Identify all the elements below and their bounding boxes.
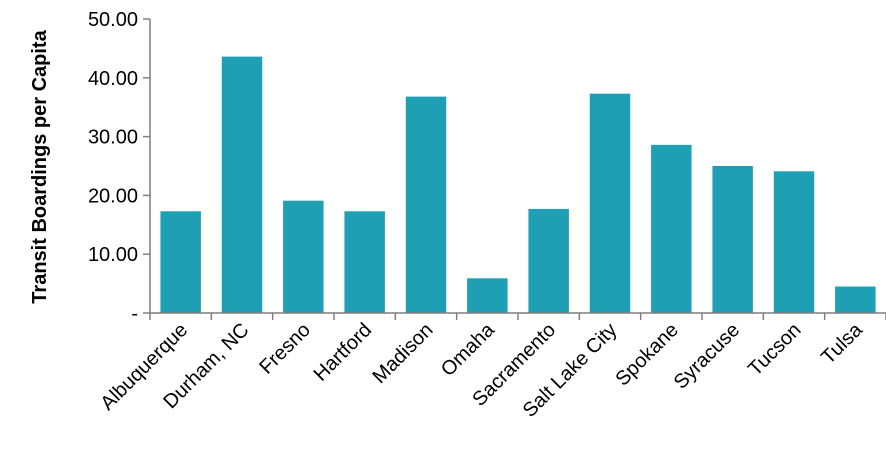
bar: [773, 171, 815, 313]
y-tick-label: 30.00: [88, 127, 138, 149]
bar: [467, 278, 508, 313]
y-tick-label: 10.00: [88, 244, 138, 266]
x-category-label: Hartford: [310, 319, 377, 386]
bars: [160, 56, 876, 314]
x-category-label: Omaha: [437, 318, 500, 381]
x-category-label: Syracuse: [670, 319, 745, 394]
bar: [221, 56, 263, 314]
bar: [651, 144, 692, 313]
bar: [344, 211, 385, 313]
y-tick-label: 20.00: [88, 185, 138, 207]
x-axis-ticks: [149, 313, 886, 320]
x-category-label: Tucson: [744, 319, 805, 380]
x-category-label: Fresno: [255, 319, 315, 379]
bar: [589, 93, 631, 314]
y-tick-label: -: [131, 303, 138, 325]
bar: [283, 200, 324, 313]
bar: [835, 286, 876, 313]
bar: [528, 208, 569, 313]
x-category-label: Tulsa: [817, 318, 867, 368]
x-category-label: Madison: [369, 319, 438, 388]
bar: [712, 166, 753, 313]
y-tick-label: 40.00: [88, 68, 138, 90]
y-axis-title: Transit Boardings per Capita: [29, 29, 51, 303]
y-tick-label: 50.00: [88, 9, 138, 31]
bar: [160, 211, 201, 313]
bar: [405, 96, 447, 313]
y-axis-ticks: - 10.00 20.00 30.00 40.00 50.00: [88, 9, 150, 325]
